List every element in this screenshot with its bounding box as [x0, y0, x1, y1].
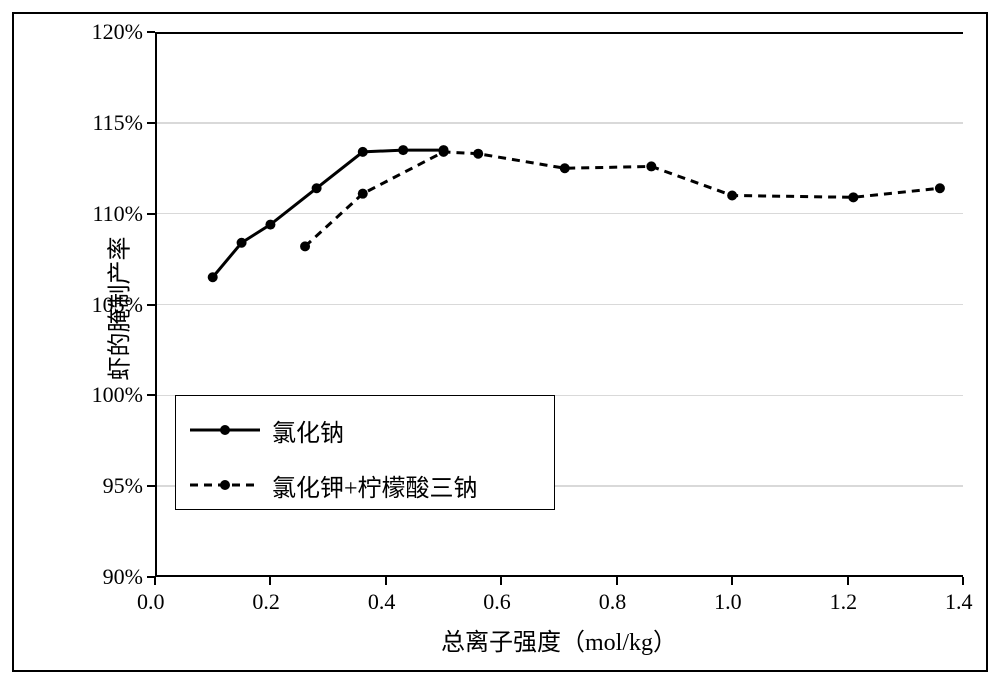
series-marker-1: [727, 191, 737, 201]
series-line-1: [305, 152, 940, 246]
series-marker-0: [312, 183, 322, 193]
legend-label: 氯化钠: [272, 413, 344, 448]
series-svg: [0, 0, 1000, 684]
series-marker-0: [398, 145, 408, 155]
series-marker-0: [265, 220, 275, 230]
series-marker-0: [358, 147, 368, 157]
series-marker-1: [439, 147, 449, 157]
series-marker-1: [473, 149, 483, 159]
legend-line-sample: [190, 475, 260, 495]
legend-item: 氯化钠: [190, 415, 344, 445]
series-marker-1: [848, 192, 858, 202]
series-marker-1: [560, 163, 570, 173]
series-marker-0: [237, 238, 247, 248]
chart-container: 90%95%100%105%110%115%120%0.00.20.40.60.…: [0, 0, 1000, 684]
series-marker-1: [358, 189, 368, 199]
series-marker-1: [646, 161, 656, 171]
series-marker-1: [300, 241, 310, 251]
legend-label: 氯化钾+柠檬酸三钠: [272, 468, 478, 503]
series-marker-0: [208, 272, 218, 282]
series-marker-1: [935, 183, 945, 193]
legend-item: 氯化钾+柠檬酸三钠: [190, 470, 478, 500]
legend-line-sample: [190, 420, 260, 440]
